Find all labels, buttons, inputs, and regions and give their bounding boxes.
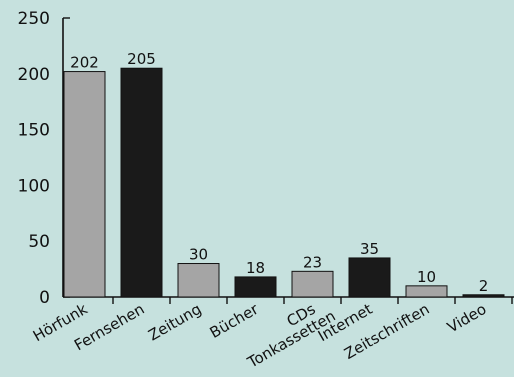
chart-axes: 0 50 100 150 200 250 [18,9,514,308]
data-label: 202 [70,54,99,72]
data-label: 18 [246,259,265,277]
data-label: 205 [127,50,156,68]
bar [120,67,163,298]
data-label: 2 [479,277,489,295]
y-tick-label: 150 [18,121,50,141]
x-tick-label: Zeitung [145,300,204,345]
bar [405,285,448,298]
x-tick-label: Video [444,300,489,337]
data-labels: 202 205 30 18 23 35 10 2 [70,50,488,295]
y-tick-label: 200 [18,65,50,85]
y-tick-label: 100 [18,176,50,196]
y-tick-label: 250 [18,9,50,29]
bar [462,294,505,298]
bar [63,71,106,298]
data-label: 35 [360,240,379,258]
bar [234,276,277,298]
bar-series [63,67,505,298]
y-tick-label: 50 [28,232,50,252]
data-label: 10 [417,268,436,286]
bar [348,257,391,298]
data-label: 30 [189,246,208,264]
bar [177,263,220,298]
data-label: 23 [303,253,322,271]
bar [291,270,334,298]
y-tick-label: 0 [39,288,50,308]
x-tick-label: Bücher [207,299,263,341]
